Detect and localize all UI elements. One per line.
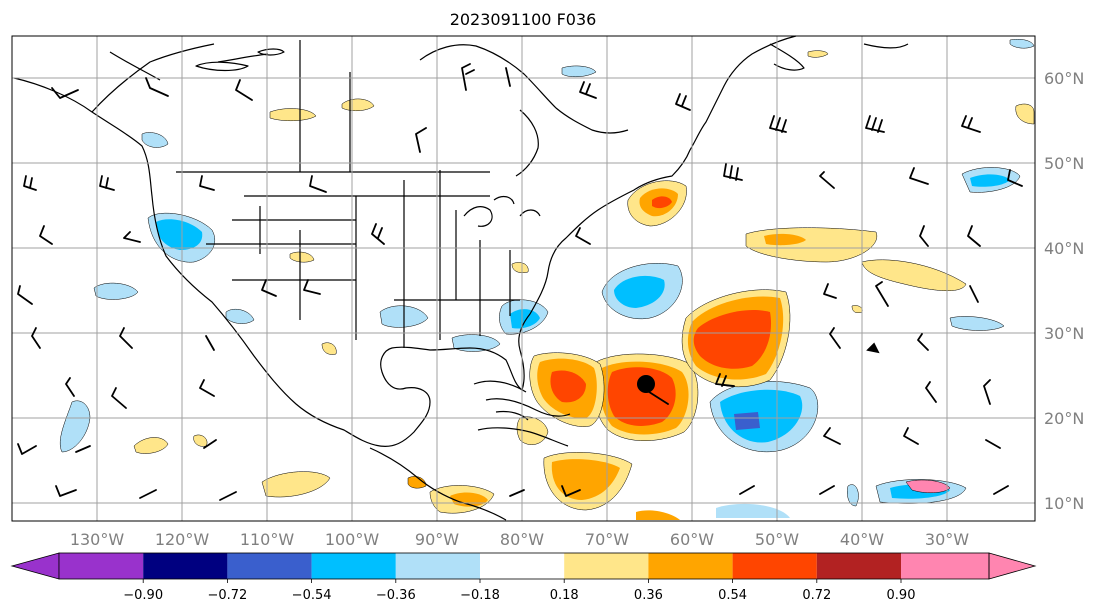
- colorbar-segment: [816, 553, 901, 579]
- colorbar-tick-label: 0.36: [634, 588, 663, 603]
- colorbar-tick-label: −0.90: [123, 588, 163, 603]
- colorbar-under-extension: [10, 552, 60, 580]
- positive-anomaly-shading: [133, 50, 1035, 520]
- lon-label: 80°W: [500, 530, 544, 549]
- colorbar-segment: [648, 553, 733, 579]
- colorbar-segment: [732, 553, 817, 579]
- colorbar-tick-label: −0.54: [292, 588, 332, 603]
- coastlines-and-borders: [13, 35, 909, 521]
- lon-label: 130°W: [70, 530, 125, 549]
- colorbar-tick-label: −0.36: [376, 588, 416, 603]
- colorbar-segment: [143, 553, 228, 579]
- colorbar-segment: [564, 553, 649, 579]
- lon-label: 30°W: [925, 530, 969, 549]
- lat-label: 50°N: [1044, 154, 1084, 173]
- colorbar-tick-label: 0.18: [550, 588, 579, 603]
- lon-label: 40°W: [840, 530, 884, 549]
- lat-label: 60°N: [1044, 69, 1084, 88]
- colorbar-over-extension: [988, 552, 1037, 580]
- lat-label: 20°N: [1044, 409, 1084, 428]
- map-panel: [11, 35, 1036, 522]
- negative-anomaly-shading: [59, 39, 1035, 518]
- colorbar-tick-label: −0.18: [460, 588, 500, 603]
- colorbar: −0.90 −0.72 −0.54 −0.36 −0.18 0.18 0.36 …: [10, 552, 1037, 603]
- colorbar-tick-label: 0.90: [887, 588, 916, 603]
- lat-label: 40°N: [1044, 239, 1084, 258]
- lon-label: 110°W: [240, 530, 295, 549]
- colorbar-segment: [395, 553, 480, 579]
- colorbar-segment: [311, 553, 396, 579]
- figure-title: 2023091100 F036: [450, 10, 597, 29]
- lat-label: 30°N: [1044, 324, 1084, 343]
- colorbar-tick-label: 0.72: [802, 588, 831, 603]
- lon-label: 60°W: [670, 530, 714, 549]
- wind-barbs: [17, 63, 1023, 501]
- colorbar-segment: [480, 553, 565, 579]
- colorbar-segment: [901, 553, 989, 579]
- lon-label: 120°W: [155, 530, 210, 549]
- lon-label: 50°W: [755, 530, 799, 549]
- lon-label: 90°W: [415, 530, 459, 549]
- lon-label: 70°W: [585, 530, 629, 549]
- colorbar-tick-label: −0.72: [207, 588, 247, 603]
- colorbar-tick-label: 0.54: [718, 588, 747, 603]
- latitude-labels: 60°N 50°N 40°N 30°N 20°N 10°N: [1044, 69, 1084, 513]
- colorbar-segment: [59, 553, 144, 579]
- longitude-labels: 130°W 120°W 110°W 100°W 90°W 80°W 70°W 6…: [70, 530, 969, 549]
- graticule: [12, 36, 1035, 521]
- storm-center-marker: [637, 375, 655, 393]
- colorbar-segment: [227, 553, 312, 579]
- lon-label: 100°W: [325, 530, 380, 549]
- lat-label: 10°N: [1044, 494, 1084, 513]
